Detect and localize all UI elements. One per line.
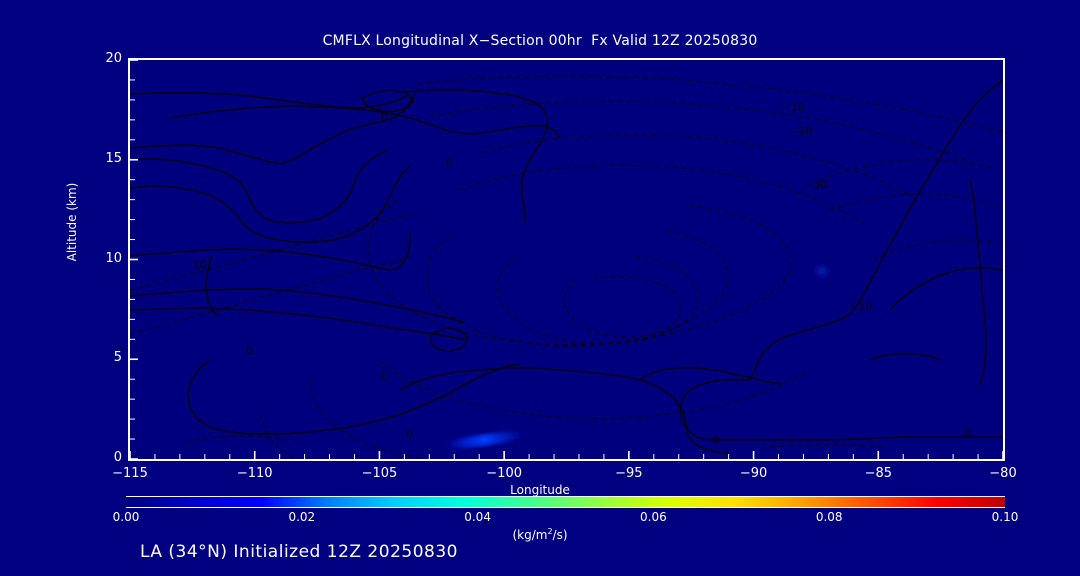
footer-caption: LA (34°N) Initialized 12Z 20250830 bbox=[140, 542, 458, 562]
colorbar-ticks: 0.00 0.02 0.04 0.06 0.08 0.10 bbox=[0, 510, 1080, 528]
x-tick-label: −100 bbox=[486, 466, 522, 481]
y-axis-label: Altitude (km) bbox=[65, 182, 79, 262]
colorbar-tick-label: 0.02 bbox=[288, 510, 316, 524]
superscript-two: 2 bbox=[547, 527, 553, 536]
y-tick-label: 5 bbox=[113, 350, 122, 366]
contour-label: 0 bbox=[381, 111, 388, 124]
contour-labels: 0 0 10 0 0 0 0 0 −10 −20 −30 −10 bbox=[193, 101, 972, 447]
colorbar-tick-label: 0.04 bbox=[464, 510, 491, 524]
y-tick-label: 10 bbox=[105, 250, 122, 266]
contour-label: −10 bbox=[849, 300, 872, 313]
colorbar-tick-label: 0.06 bbox=[640, 510, 667, 524]
x-tick-label: −85 bbox=[864, 466, 892, 481]
colorbar-tick-label: 0.10 bbox=[991, 510, 1019, 524]
contour-label: 0 bbox=[406, 428, 413, 441]
contour-label: 0 bbox=[246, 344, 253, 357]
plot-area[interactable]: 0 0 10 0 0 0 0 0 −10 −20 −30 −10 bbox=[128, 58, 1005, 461]
colorbar[interactable] bbox=[126, 496, 1005, 508]
x-tick-label: −80 bbox=[989, 466, 1017, 481]
contour-label: −30 bbox=[804, 179, 827, 192]
contour-overlay: 0 0 10 0 0 0 0 0 −10 −20 −30 −10 bbox=[130, 75, 1003, 459]
colorbar-gradient bbox=[126, 496, 1005, 508]
y-tick-label: 0 bbox=[113, 450, 122, 465]
x-axis-ticks: −115 −110 −105 −100 −95 −90 −85 −80 bbox=[0, 466, 1080, 486]
y-tick-label: 15 bbox=[105, 150, 122, 166]
colorbar-units: (kg/m2/s) bbox=[512, 527, 568, 542]
x-tick-label: −95 bbox=[615, 466, 643, 481]
contour-label: −10 bbox=[782, 101, 805, 114]
contour-label: 0 bbox=[965, 426, 972, 439]
x-axis-label: Longitude bbox=[510, 483, 570, 497]
colorbar-tick-label: 0.00 bbox=[112, 510, 140, 524]
plot-canvas: 0 0 10 0 0 0 0 0 −10 −20 −30 −10 bbox=[130, 60, 1003, 459]
x-tick-label: −105 bbox=[361, 466, 398, 481]
colorbar-tick-label: 0.08 bbox=[815, 510, 843, 524]
x-tick-label: −115 bbox=[112, 466, 148, 481]
y-axis-ticks: 0 5 10 15 20 bbox=[72, 0, 122, 576]
x-tick-label: −110 bbox=[236, 466, 273, 481]
shading-field bbox=[441, 262, 833, 449]
contour-label: 0 bbox=[446, 157, 453, 170]
page-title: CMFLX Longitudinal X−Section 00hr Fx Val… bbox=[322, 33, 758, 49]
y-tick-label: 20 bbox=[105, 51, 122, 66]
contour-label: −20 bbox=[789, 125, 812, 138]
contour-label: 10 bbox=[193, 258, 207, 271]
dashed-contours bbox=[130, 75, 1003, 459]
x-tick-label: −90 bbox=[739, 466, 768, 481]
contour-label: 0 bbox=[713, 434, 720, 447]
contour-label: 0 bbox=[381, 370, 388, 383]
solid-contours bbox=[130, 79, 1003, 454]
